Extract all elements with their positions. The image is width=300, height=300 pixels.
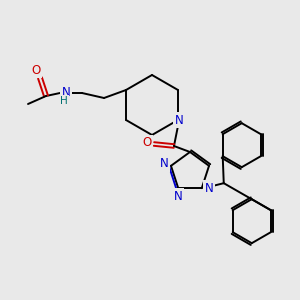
Text: O: O [32,64,40,76]
Text: N: N [175,113,183,127]
Text: H: H [60,96,68,106]
Text: N: N [61,85,70,98]
Text: N: N [204,182,213,195]
Text: N: N [174,190,183,203]
Text: O: O [142,136,152,149]
Text: N: N [160,157,168,170]
